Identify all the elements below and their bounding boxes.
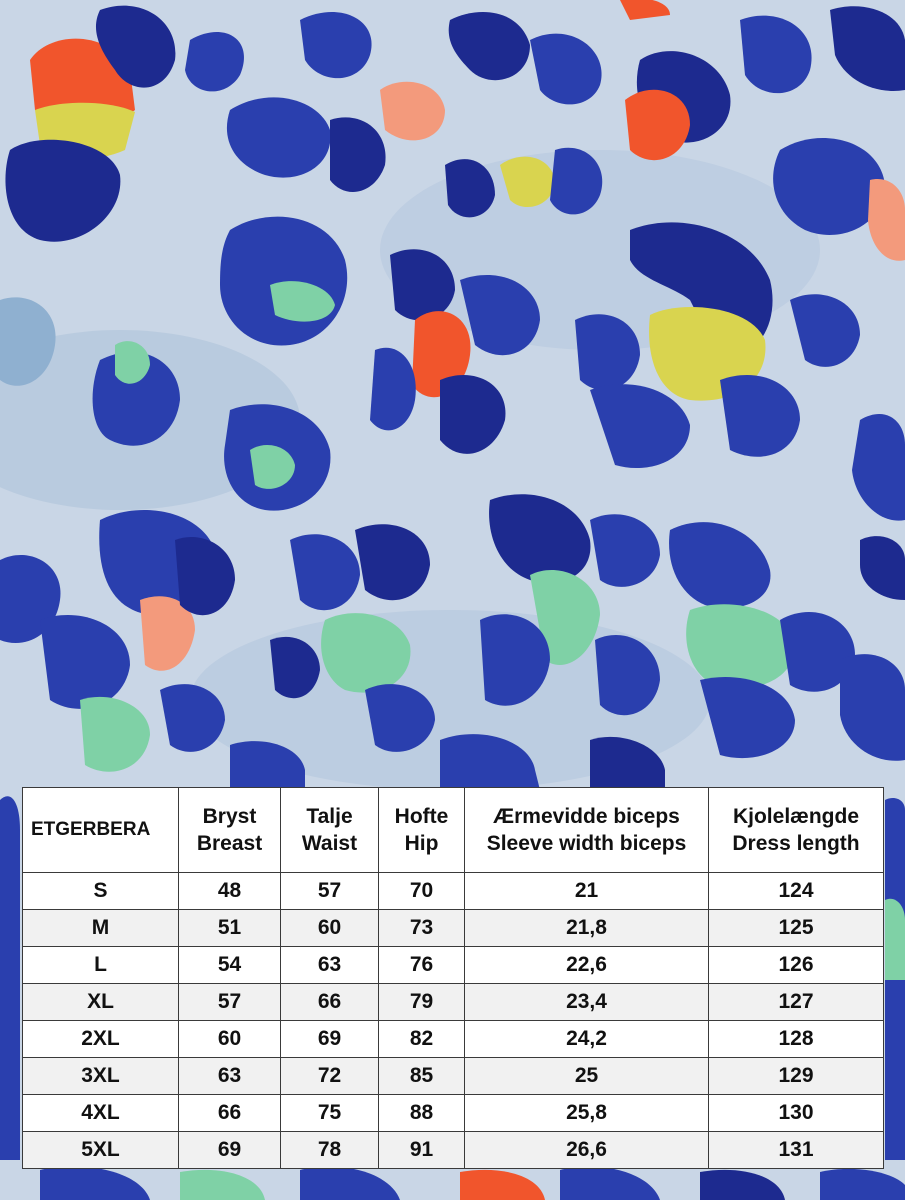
sleeve-width-cell: 21,8 — [464, 909, 709, 947]
header-label-danish: Kjolelængde — [732, 804, 859, 828]
size-cell: 5XL — [22, 1131, 179, 1169]
dress-length-cell: 127 — [708, 983, 884, 1021]
breast-cell: 60 — [178, 1020, 281, 1058]
size-cell: M — [22, 909, 179, 947]
hip-cell: 91 — [378, 1131, 465, 1169]
sleeve-width-cell: 26,6 — [464, 1131, 709, 1169]
size-cell: XL — [22, 983, 179, 1021]
header-label-english: Dress length — [732, 832, 860, 855]
table-header-row: ETGERBERA Bryst Breast Talje Waist Hofte… — [22, 787, 884, 873]
hip-cell: 70 — [378, 872, 465, 910]
table-row: XL 57 66 79 23,4 127 — [22, 983, 884, 1021]
breast-cell: 51 — [178, 909, 281, 947]
header-label-danish: Hofte — [394, 804, 449, 828]
sleeve-width-cell: 24,2 — [464, 1020, 709, 1058]
size-cell: L — [22, 946, 179, 984]
table-row: M 51 60 73 21,8 125 — [22, 909, 884, 947]
waist-cell: 57 — [280, 872, 379, 910]
sleeve-width-cell: 22,6 — [464, 946, 709, 984]
size-cell: 4XL — [22, 1094, 179, 1132]
dress-length-cell: 129 — [708, 1057, 884, 1095]
breast-cell: 54 — [178, 946, 281, 984]
waist-cell: 78 — [280, 1131, 379, 1169]
breast-cell: 63 — [178, 1057, 281, 1095]
breast-cell: 48 — [178, 872, 281, 910]
table-row: 2XL 60 69 82 24,2 128 — [22, 1020, 884, 1058]
waist-cell: 69 — [280, 1020, 379, 1058]
dress-length-cell: 126 — [708, 946, 884, 984]
hip-cell: 82 — [378, 1020, 465, 1058]
sleeve-width-cell: 23,4 — [464, 983, 709, 1021]
hip-cell: 88 — [378, 1094, 465, 1132]
table-row: S 48 57 70 21 124 — [22, 872, 884, 910]
size-chart-table: ETGERBERA Bryst Breast Talje Waist Hofte… — [22, 787, 884, 1169]
dress-length-cell: 124 — [708, 872, 884, 910]
header-label-danish: Talje — [306, 804, 353, 828]
hip-column-header: Hofte Hip — [378, 787, 465, 873]
table-row: 3XL 63 72 85 25 129 — [22, 1057, 884, 1095]
waist-cell: 66 — [280, 983, 379, 1021]
waist-cell: 63 — [280, 946, 379, 984]
sleeve-width-cell: 25 — [464, 1057, 709, 1095]
size-cell: S — [22, 872, 179, 910]
waist-column-header: Talje Waist — [280, 787, 379, 873]
hip-cell: 85 — [378, 1057, 465, 1095]
dress-length-cell: 128 — [708, 1020, 884, 1058]
dress-length-cell: 125 — [708, 909, 884, 947]
header-label-english: Sleeve width biceps — [486, 832, 687, 855]
sleeve-width-cell: 25,8 — [464, 1094, 709, 1132]
breast-cell: 66 — [178, 1094, 281, 1132]
breast-cell: 57 — [178, 983, 281, 1021]
breast-cell: 69 — [178, 1131, 281, 1169]
size-cell: 3XL — [22, 1057, 179, 1095]
table-row: 4XL 66 75 88 25,8 130 — [22, 1094, 884, 1132]
dress-length-cell: 130 — [708, 1094, 884, 1132]
sleeve-width-cell: 21 — [464, 872, 709, 910]
hip-cell: 76 — [378, 946, 465, 984]
size-cell: 2XL — [22, 1020, 179, 1058]
header-label-english: Hip — [404, 832, 439, 855]
header-label-danish: Bryst — [202, 804, 257, 828]
header-label-danish: Ærmevidde biceps — [493, 804, 680, 828]
dress-length-cell: 131 — [708, 1131, 884, 1169]
sleeve-width-column-header: Ærmevidde biceps Sleeve width biceps — [464, 787, 709, 873]
header-label-english: Breast — [196, 832, 263, 855]
hip-cell: 79 — [378, 983, 465, 1021]
waist-cell: 75 — [280, 1094, 379, 1132]
model-name-header: ETGERBERA — [22, 787, 179, 873]
waist-cell: 72 — [280, 1057, 379, 1095]
hip-cell: 73 — [378, 909, 465, 947]
header-label-english: Waist — [301, 832, 358, 855]
dress-length-column-header: Kjolelængde Dress length — [708, 787, 884, 873]
table-row: L 54 63 76 22,6 126 — [22, 946, 884, 984]
waist-cell: 60 — [280, 909, 379, 947]
table-row: 5XL 69 78 91 26,6 131 — [22, 1131, 884, 1169]
breast-column-header: Bryst Breast — [178, 787, 281, 873]
